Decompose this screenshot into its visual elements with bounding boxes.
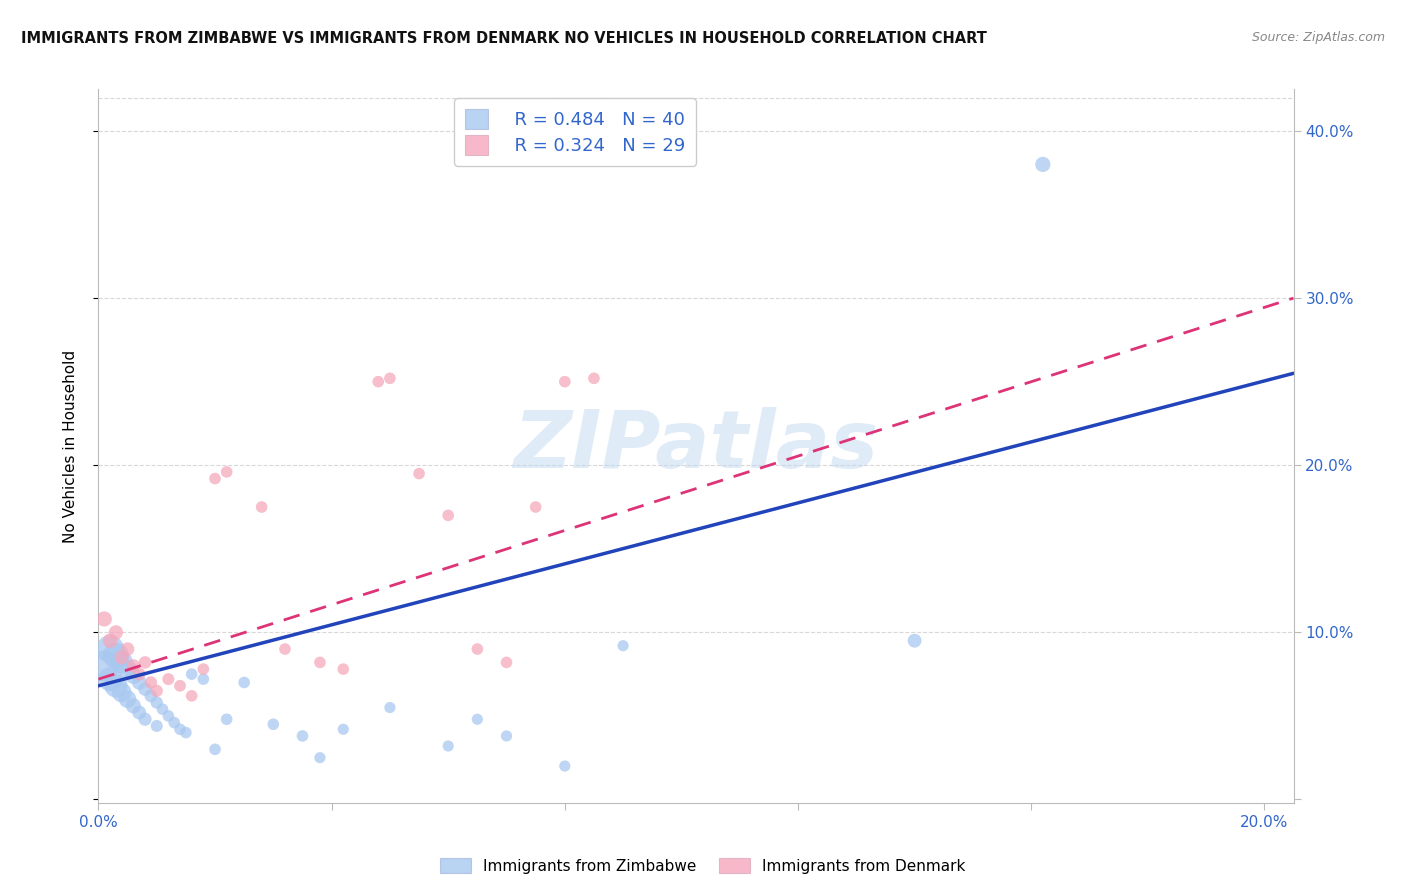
- Point: [139, 689, 162, 703]
- Point: [93, 612, 115, 626]
- Point: [98, 633, 121, 648]
- Text: IMMIGRANTS FROM ZIMBABWE VS IMMIGRANTS FROM DENMARK NO VEHICLES IN HOUSEHOLD COR: IMMIGRANTS FROM ZIMBABWE VS IMMIGRANTS F…: [21, 31, 987, 46]
- Point: [104, 648, 127, 663]
- Point: [128, 675, 150, 690]
- Point: [145, 719, 167, 733]
- Point: [309, 750, 332, 764]
- Point: [582, 371, 605, 385]
- Point: [250, 500, 273, 514]
- Text: ZIPatlas: ZIPatlas: [513, 407, 879, 485]
- Point: [903, 633, 925, 648]
- Point: [193, 672, 215, 686]
- Text: Source: ZipAtlas.com: Source: ZipAtlas.com: [1251, 31, 1385, 45]
- Point: [145, 683, 167, 698]
- Point: [98, 672, 121, 686]
- Y-axis label: No Vehicles in Household: No Vehicles in Household: [63, 350, 77, 542]
- Point: [524, 500, 547, 514]
- Legend: Immigrants from Zimbabwe, Immigrants from Denmark: Immigrants from Zimbabwe, Immigrants fro…: [434, 852, 972, 880]
- Point: [274, 642, 297, 657]
- Point: [204, 742, 226, 756]
- Point: [157, 672, 180, 686]
- Point: [437, 508, 460, 523]
- Point: [134, 656, 156, 670]
- Point: [262, 717, 284, 731]
- Point: [495, 656, 517, 670]
- Point: [169, 723, 191, 737]
- Point: [309, 656, 332, 670]
- Point: [152, 702, 174, 716]
- Point: [467, 642, 489, 657]
- Point: [139, 675, 162, 690]
- Point: [122, 669, 145, 683]
- Point: [104, 679, 127, 693]
- Point: [554, 375, 576, 389]
- Legend:   R = 0.484   N = 40,   R = 0.324   N = 29: R = 0.484 N = 40, R = 0.324 N = 29: [454, 98, 696, 166]
- Point: [215, 465, 238, 479]
- Point: [332, 662, 354, 676]
- Point: [378, 700, 401, 714]
- Point: [145, 696, 167, 710]
- Point: [169, 679, 191, 693]
- Point: [495, 729, 517, 743]
- Point: [111, 685, 134, 699]
- Point: [233, 675, 256, 690]
- Point: [1032, 157, 1054, 171]
- Point: [157, 709, 180, 723]
- Point: [117, 662, 139, 676]
- Point: [104, 625, 127, 640]
- Point: [437, 739, 460, 753]
- Point: [134, 712, 156, 726]
- Point: [98, 642, 121, 657]
- Point: [117, 692, 139, 706]
- Point: [467, 712, 489, 726]
- Point: [204, 472, 226, 486]
- Point: [193, 662, 215, 676]
- Point: [180, 689, 202, 703]
- Point: [134, 682, 156, 697]
- Point: [128, 706, 150, 720]
- Point: [117, 642, 139, 657]
- Point: [612, 639, 634, 653]
- Point: [408, 467, 430, 481]
- Point: [128, 667, 150, 681]
- Point: [111, 650, 134, 665]
- Point: [163, 715, 186, 730]
- Point: [122, 698, 145, 713]
- Point: [332, 723, 354, 737]
- Point: [174, 725, 197, 739]
- Point: [554, 759, 576, 773]
- Point: [93, 658, 115, 673]
- Point: [180, 667, 202, 681]
- Point: [291, 729, 314, 743]
- Point: [215, 712, 238, 726]
- Point: [111, 656, 134, 670]
- Point: [122, 658, 145, 673]
- Point: [367, 375, 389, 389]
- Point: [378, 371, 401, 385]
